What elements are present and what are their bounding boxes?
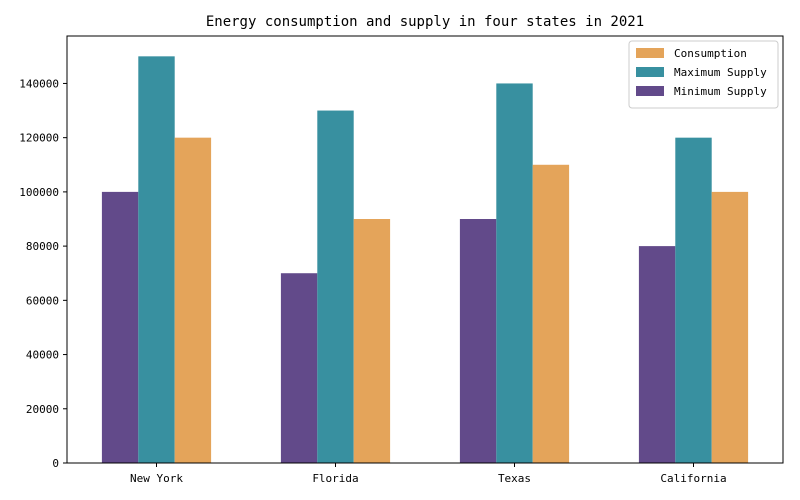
legend-swatch-minimum-supply [636,86,664,96]
y-tick-label: 120000 [19,132,59,145]
bar-minimum-supply-texas [459,219,497,463]
y-tick-label: 100000 [19,186,59,199]
bar-maximum-supply-texas [496,83,533,463]
y-tick-label: 40000 [26,349,59,362]
plot-frame [66,35,784,464]
legend-label-maximum-supply: Maximum Supply [674,66,767,79]
bar-minimum-supply-new-york [101,191,139,463]
bar-consumption-new-york [174,137,212,463]
legend-box [628,40,779,109]
bar-consumption-florida [353,219,391,463]
x-tick-label-florida: Florida [312,472,358,485]
legend-label-minimum-supply: Minimum Supply [674,85,767,98]
legend: Consumption Maximum Supply Minimum Supply [628,40,779,109]
bar-maximum-supply-florida [317,110,354,464]
chart-title: Energy consumption and supply in four st… [206,14,644,30]
y-tick-label: 80000 [26,240,59,253]
bar-maximum-supply-california [675,137,712,463]
y-tick-label: 20000 [26,403,59,416]
bar-minimum-supply-florida [280,273,318,463]
bar-maximum-supply-new-york [138,56,175,463]
x-tick-label-texas: Texas [498,472,531,485]
legend-swatch-consumption [636,48,664,58]
bar-consumption-texas [532,164,570,463]
x-tick-label-new-york: New York [130,472,183,485]
bars-group [101,56,749,464]
x-axis: New York Florida Texas California [130,463,727,485]
bar-minimum-supply-california [638,246,676,463]
legend-label-consumption: Consumption [674,47,747,60]
y-tick-label: 140000 [19,77,59,90]
y-axis: 0 20000 40000 60000 80000 100000 120000 140000 [19,77,67,470]
bar-consumption-california [711,191,749,463]
y-tick-label: 0 [52,457,59,470]
legend-swatch-maximum-supply [636,67,664,77]
y-tick-label: 60000 [26,294,59,307]
x-tick-label-california: California [660,472,726,485]
